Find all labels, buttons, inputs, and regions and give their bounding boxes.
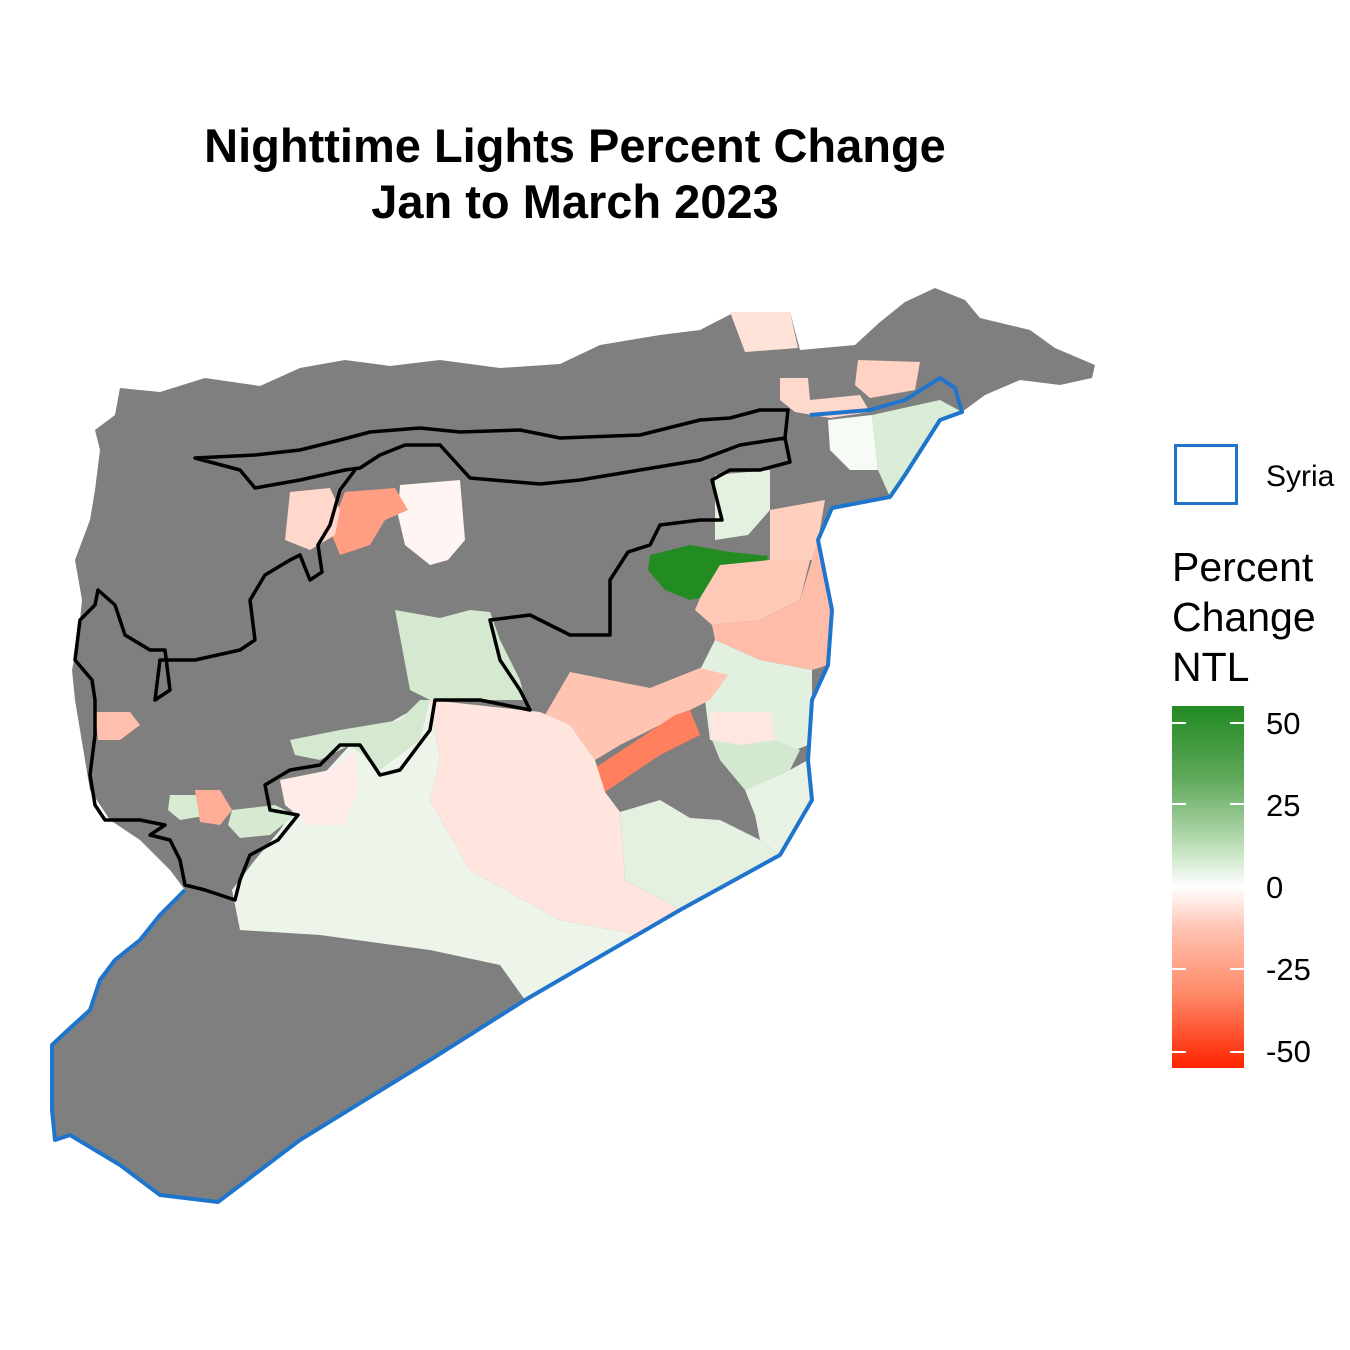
title-line-1: Nighttime Lights Percent Change bbox=[204, 119, 946, 172]
region-hasakah-ne bbox=[872, 400, 962, 497]
colorbar-tick bbox=[1230, 803, 1244, 805]
colorbar-tick bbox=[1172, 886, 1186, 888]
region-deir-green-2 bbox=[712, 740, 800, 790]
region-homs-city-east bbox=[280, 750, 358, 825]
region-hasakah-east bbox=[828, 415, 878, 470]
colorbar-title: Percent Change NTL bbox=[1172, 544, 1316, 690]
region-hama-orange bbox=[195, 790, 232, 825]
region-qamishli bbox=[855, 360, 920, 398]
colorbar-label-50: 50 bbox=[1266, 706, 1301, 741]
map-title: Nighttime Lights Percent Change Jan to M… bbox=[0, 118, 1150, 230]
colorbar-tick bbox=[1230, 722, 1244, 724]
colorbar-tick bbox=[1230, 886, 1244, 888]
colorbar-tick bbox=[1230, 968, 1244, 970]
region-green-strong bbox=[648, 545, 768, 600]
title-line-2: Jan to March 2023 bbox=[371, 175, 779, 228]
colorbar bbox=[1172, 706, 1244, 1068]
colorbar-tick bbox=[1172, 1051, 1186, 1053]
syria-boundary bbox=[50, 376, 964, 1204]
colorbar-label-0: 0 bbox=[1266, 870, 1284, 905]
syria-boundary-key bbox=[1174, 444, 1238, 505]
colorbar-tick bbox=[1172, 722, 1186, 724]
region-homs-desert-east bbox=[620, 800, 780, 910]
colorbar-tick bbox=[1230, 1051, 1244, 1053]
region-aleppo-orange bbox=[330, 488, 408, 555]
colorbar-label-neg50: -50 bbox=[1266, 1034, 1311, 1069]
region-abu-kamal bbox=[745, 760, 812, 855]
colorbar-label-25: 25 bbox=[1266, 788, 1301, 823]
region-raqqa-north bbox=[715, 470, 770, 540]
region-deir-mid bbox=[695, 560, 810, 625]
region-red-band bbox=[592, 710, 700, 792]
affected-area-outline bbox=[73, 408, 792, 902]
colorbar-label-neg25: -25 bbox=[1266, 952, 1311, 987]
region-deir-south bbox=[712, 540, 832, 670]
region-raqqa-south bbox=[545, 668, 728, 760]
region-coast-latakia bbox=[95, 712, 140, 740]
colorbar-tick bbox=[1172, 803, 1186, 805]
region-aleppo-east bbox=[398, 480, 465, 565]
region-east-border-1 bbox=[780, 378, 870, 418]
syria-boundary-label: Syria bbox=[1266, 460, 1335, 493]
region-salamiyah bbox=[290, 700, 430, 770]
region-deir-inner bbox=[710, 712, 775, 745]
region-deir-north bbox=[770, 500, 825, 560]
colorbar-tick bbox=[1172, 968, 1186, 970]
region-palmyra bbox=[430, 700, 680, 935]
region-hasakah-north bbox=[730, 312, 798, 352]
